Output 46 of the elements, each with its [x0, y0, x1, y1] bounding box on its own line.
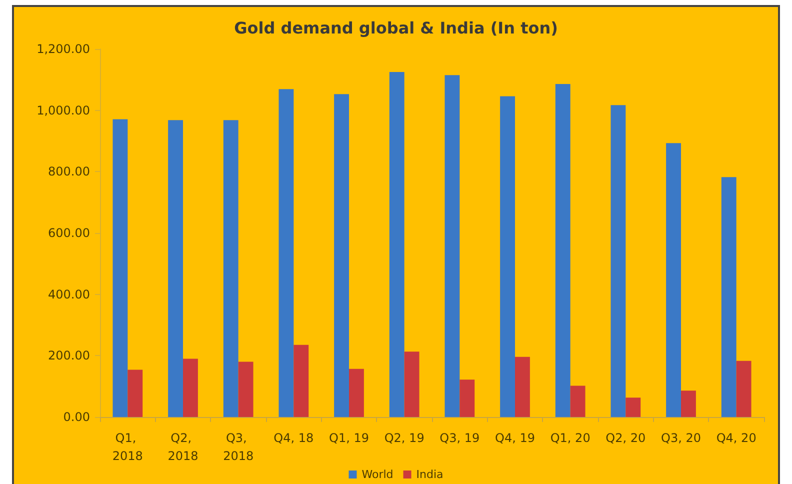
x-tick-label: Q1, 2018 [112, 431, 143, 463]
legend-label: India [416, 468, 444, 481]
x-tick-label: Q3, 20 [661, 431, 701, 445]
bar [238, 362, 254, 417]
bar [294, 344, 309, 417]
bar [128, 370, 143, 417]
bar [681, 390, 696, 417]
bar [334, 94, 349, 417]
bar [500, 96, 515, 417]
y-tick-label: 800.00 [48, 164, 90, 179]
bar [515, 356, 530, 417]
x-tick-label: Q3, 19 [440, 431, 480, 445]
bar [349, 368, 364, 417]
y-tick-label: 1,000.00 [36, 103, 90, 118]
x-tick-label: Q2, 2018 [168, 431, 198, 463]
legend-label: World [362, 468, 394, 481]
y-tick-label: 1,200.00 [36, 42, 90, 56]
bar [444, 75, 460, 417]
y-tick-label: 0.00 [63, 410, 90, 424]
bar [555, 84, 570, 417]
bar [168, 120, 183, 417]
x-tick-label: Q4, 18 [274, 431, 314, 445]
y-tick-label: 200.00 [48, 348, 90, 363]
bar [610, 105, 626, 417]
bar [404, 352, 420, 417]
bar [626, 398, 641, 417]
chart-title: Gold demand global & India (In ton) [234, 18, 558, 38]
bar [223, 120, 238, 417]
bar [721, 177, 736, 417]
y-tick-label: 400.00 [48, 287, 90, 302]
bar [183, 358, 198, 417]
bar [666, 143, 681, 417]
x-tick-label: Q4, 20 [716, 431, 756, 445]
bar [736, 360, 752, 417]
bar [112, 119, 128, 417]
bar [278, 89, 294, 417]
x-tick-label: Q2, 20 [606, 431, 646, 445]
x-tick-label: Q4, 19 [495, 431, 535, 445]
bar [460, 380, 475, 417]
x-tick-label: Q1, 20 [550, 431, 590, 445]
bar [570, 386, 586, 417]
x-tick-label: Q2, 19 [384, 431, 424, 445]
x-tick-label: Q3, 2018 [223, 431, 254, 463]
x-tick-label: Q1, 19 [329, 431, 369, 445]
y-tick-label: 600.00 [48, 226, 90, 240]
bar [389, 72, 404, 417]
